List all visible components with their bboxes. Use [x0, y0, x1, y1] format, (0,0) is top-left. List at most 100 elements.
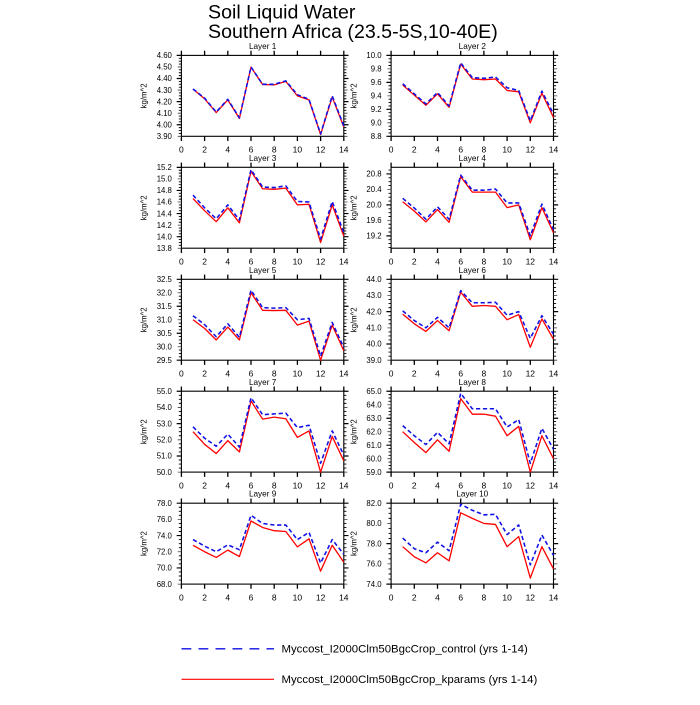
svg-text:Layer 10: Layer 10 — [456, 490, 488, 499]
svg-text:10.0: 10.0 — [366, 51, 382, 60]
svg-text:31.5: 31.5 — [157, 302, 173, 311]
svg-text:3.90: 3.90 — [157, 132, 173, 141]
svg-text:Soil Liquid Water: Soil Liquid Water — [208, 1, 356, 23]
svg-text:12: 12 — [526, 592, 536, 602]
svg-text:32.0: 32.0 — [157, 289, 173, 298]
svg-text:2: 2 — [412, 145, 417, 155]
svg-text:10: 10 — [502, 256, 512, 266]
svg-text:10: 10 — [293, 256, 303, 266]
svg-text:15.0: 15.0 — [157, 175, 173, 184]
svg-text:0: 0 — [389, 256, 394, 266]
svg-text:72.0: 72.0 — [157, 547, 173, 556]
svg-text:8: 8 — [482, 592, 487, 602]
svg-text:6: 6 — [458, 368, 463, 378]
svg-text:10: 10 — [502, 592, 512, 602]
svg-text:4: 4 — [435, 368, 440, 378]
svg-text:14: 14 — [549, 480, 559, 490]
svg-text:51.0: 51.0 — [157, 452, 173, 461]
svg-text:9.4: 9.4 — [371, 92, 383, 101]
svg-text:14: 14 — [549, 592, 559, 602]
svg-text:14: 14 — [339, 145, 349, 155]
svg-text:8: 8 — [272, 592, 277, 602]
svg-text:12: 12 — [316, 256, 326, 266]
svg-text:2: 2 — [202, 368, 207, 378]
svg-text:2: 2 — [202, 145, 207, 155]
svg-text:14.8: 14.8 — [157, 186, 172, 195]
svg-text:4: 4 — [225, 480, 230, 490]
svg-text:10: 10 — [293, 368, 303, 378]
svg-text:Layer 5: Layer 5 — [249, 266, 277, 275]
svg-text:60.0: 60.0 — [366, 454, 382, 463]
svg-text:6: 6 — [249, 592, 254, 602]
svg-text:12: 12 — [526, 256, 536, 266]
svg-text:76.0: 76.0 — [157, 515, 173, 524]
svg-text:kg/m^2: kg/m^2 — [349, 307, 358, 332]
svg-text:4.00: 4.00 — [157, 120, 173, 129]
svg-text:62.0: 62.0 — [366, 427, 382, 436]
svg-text:14: 14 — [339, 256, 349, 266]
svg-text:kg/m^2: kg/m^2 — [349, 83, 358, 108]
svg-text:6: 6 — [249, 368, 254, 378]
svg-text:kg/m^2: kg/m^2 — [140, 531, 149, 556]
svg-text:Layer 4: Layer 4 — [459, 154, 487, 163]
svg-text:4: 4 — [435, 145, 440, 155]
svg-text:10: 10 — [502, 145, 512, 155]
svg-text:10: 10 — [502, 480, 512, 490]
svg-text:29.5: 29.5 — [157, 356, 173, 365]
svg-text:14.6: 14.6 — [157, 198, 172, 207]
svg-text:2: 2 — [202, 592, 207, 602]
svg-text:14.0: 14.0 — [157, 232, 173, 241]
svg-text:4: 4 — [225, 368, 230, 378]
svg-text:9.0: 9.0 — [371, 119, 383, 128]
svg-text:14: 14 — [549, 256, 559, 266]
svg-text:43.0: 43.0 — [366, 291, 382, 300]
svg-text:4: 4 — [225, 145, 230, 155]
svg-text:20.0: 20.0 — [366, 201, 382, 210]
svg-text:2: 2 — [412, 368, 417, 378]
svg-text:76.0: 76.0 — [366, 560, 382, 569]
svg-text:14: 14 — [339, 368, 349, 378]
svg-text:4: 4 — [435, 592, 440, 602]
svg-text:0: 0 — [179, 256, 184, 266]
svg-text:12: 12 — [526, 368, 536, 378]
svg-text:40.0: 40.0 — [366, 340, 382, 349]
svg-text:78.0: 78.0 — [366, 539, 382, 548]
svg-text:15.2: 15.2 — [157, 163, 172, 172]
svg-text:55.0: 55.0 — [157, 387, 173, 396]
svg-text:Layer 9: Layer 9 — [249, 490, 277, 499]
svg-text:8: 8 — [482, 256, 487, 266]
svg-text:4.10: 4.10 — [157, 109, 173, 118]
svg-text:80.0: 80.0 — [366, 519, 382, 528]
svg-text:30.5: 30.5 — [157, 329, 173, 338]
svg-text:Myccost_I2000Clm50BgcCrop_cont: Myccost_I2000Clm50BgcCrop_control (yrs 1… — [282, 644, 528, 656]
svg-text:12: 12 — [316, 145, 326, 155]
svg-text:52.0: 52.0 — [157, 436, 173, 445]
svg-text:6: 6 — [458, 256, 463, 266]
svg-text:44.0: 44.0 — [366, 275, 382, 284]
svg-text:6: 6 — [249, 145, 254, 155]
svg-text:kg/m^2: kg/m^2 — [349, 195, 358, 220]
svg-text:8: 8 — [482, 368, 487, 378]
svg-text:kg/m^2: kg/m^2 — [140, 83, 149, 108]
svg-text:6: 6 — [458, 145, 463, 155]
svg-text:31.0: 31.0 — [157, 316, 173, 325]
svg-text:59.0: 59.0 — [366, 468, 382, 477]
svg-text:8: 8 — [482, 145, 487, 155]
svg-text:2: 2 — [412, 592, 417, 602]
svg-text:63.0: 63.0 — [366, 414, 382, 423]
svg-text:6: 6 — [458, 480, 463, 490]
svg-text:0: 0 — [389, 368, 394, 378]
svg-text:4: 4 — [225, 592, 230, 602]
svg-text:12: 12 — [526, 480, 536, 490]
svg-text:14: 14 — [339, 592, 349, 602]
svg-text:0: 0 — [179, 145, 184, 155]
svg-text:4: 4 — [435, 480, 440, 490]
svg-text:65.0: 65.0 — [366, 387, 382, 396]
svg-text:8: 8 — [272, 480, 277, 490]
svg-text:kg/m^2: kg/m^2 — [349, 419, 358, 444]
svg-text:12: 12 — [316, 480, 326, 490]
svg-text:Layer 1: Layer 1 — [249, 42, 277, 51]
svg-text:Layer 7: Layer 7 — [249, 378, 277, 387]
svg-text:kg/m^2: kg/m^2 — [140, 307, 149, 332]
svg-text:41.0: 41.0 — [366, 324, 382, 333]
